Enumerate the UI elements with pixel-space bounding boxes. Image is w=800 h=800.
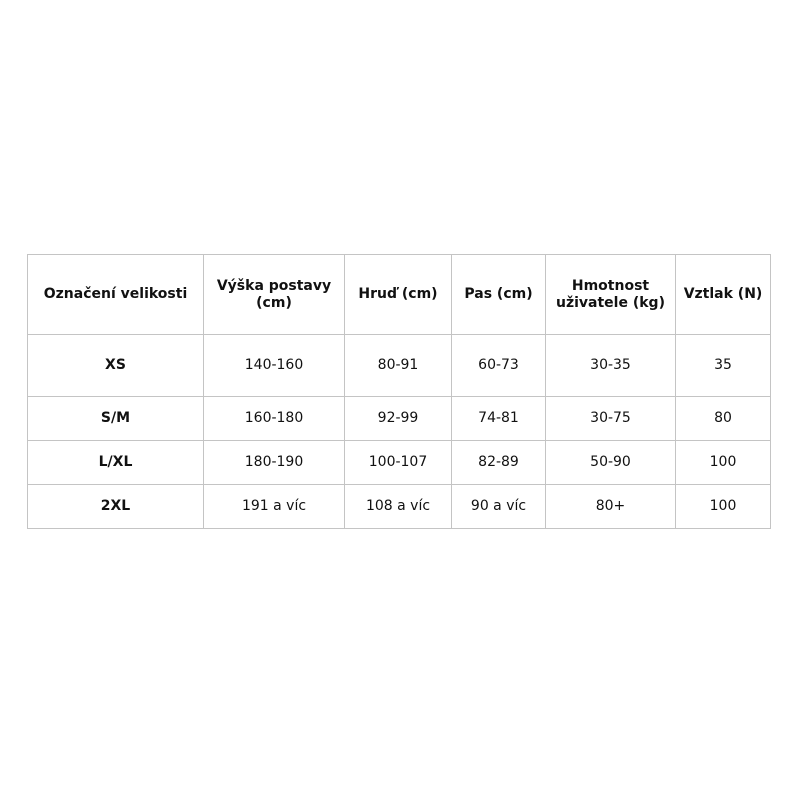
cell-buoyancy: 100 — [675, 484, 771, 529]
size-chart-table: Označení velikosti Výška postavy (cm) Hr… — [27, 254, 771, 529]
header-buoyancy: Vztlak (N) — [675, 254, 771, 335]
header-size-label: Označení velikosti — [27, 254, 204, 335]
header-weight: Hmotnost uživatele (kg) — [545, 254, 676, 335]
cell-height: 160-180 — [203, 396, 345, 441]
header-chest: Hruď (cm) — [344, 254, 452, 335]
cell-size: XS — [27, 334, 204, 397]
cell-chest: 108 a víc — [344, 484, 452, 529]
cell-chest: 80-91 — [344, 334, 452, 397]
table-header-row: Označení velikosti Výška postavy (cm) Hr… — [27, 254, 771, 335]
cell-size: 2XL — [27, 484, 204, 529]
header-height: Výška postavy (cm) — [203, 254, 345, 335]
cell-weight: 50-90 — [545, 440, 676, 485]
table-row: S/M 160-180 92-99 74-81 30-75 80 — [27, 396, 771, 441]
cell-height: 140-160 — [203, 334, 345, 397]
cell-buoyancy: 80 — [675, 396, 771, 441]
cell-waist: 60-73 — [451, 334, 546, 397]
table-row: 2XL 191 a víc 108 a víc 90 a víc 80+ 100 — [27, 484, 771, 529]
table-row: L/XL 180-190 100-107 82-89 50-90 100 — [27, 440, 771, 485]
cell-weight: 30-35 — [545, 334, 676, 397]
header-waist: Pas (cm) — [451, 254, 546, 335]
cell-chest: 92-99 — [344, 396, 452, 441]
cell-waist: 74-81 — [451, 396, 546, 441]
cell-weight: 80+ — [545, 484, 676, 529]
cell-size: S/M — [27, 396, 204, 441]
table-row: XS 140-160 80-91 60-73 30-35 35 — [27, 334, 771, 397]
cell-buoyancy: 35 — [675, 334, 771, 397]
cell-height: 180-190 — [203, 440, 345, 485]
cell-waist: 82-89 — [451, 440, 546, 485]
cell-height: 191 a víc — [203, 484, 345, 529]
cell-chest: 100-107 — [344, 440, 452, 485]
cell-size: L/XL — [27, 440, 204, 485]
cell-weight: 30-75 — [545, 396, 676, 441]
cell-buoyancy: 100 — [675, 440, 771, 485]
cell-waist: 90 a víc — [451, 484, 546, 529]
